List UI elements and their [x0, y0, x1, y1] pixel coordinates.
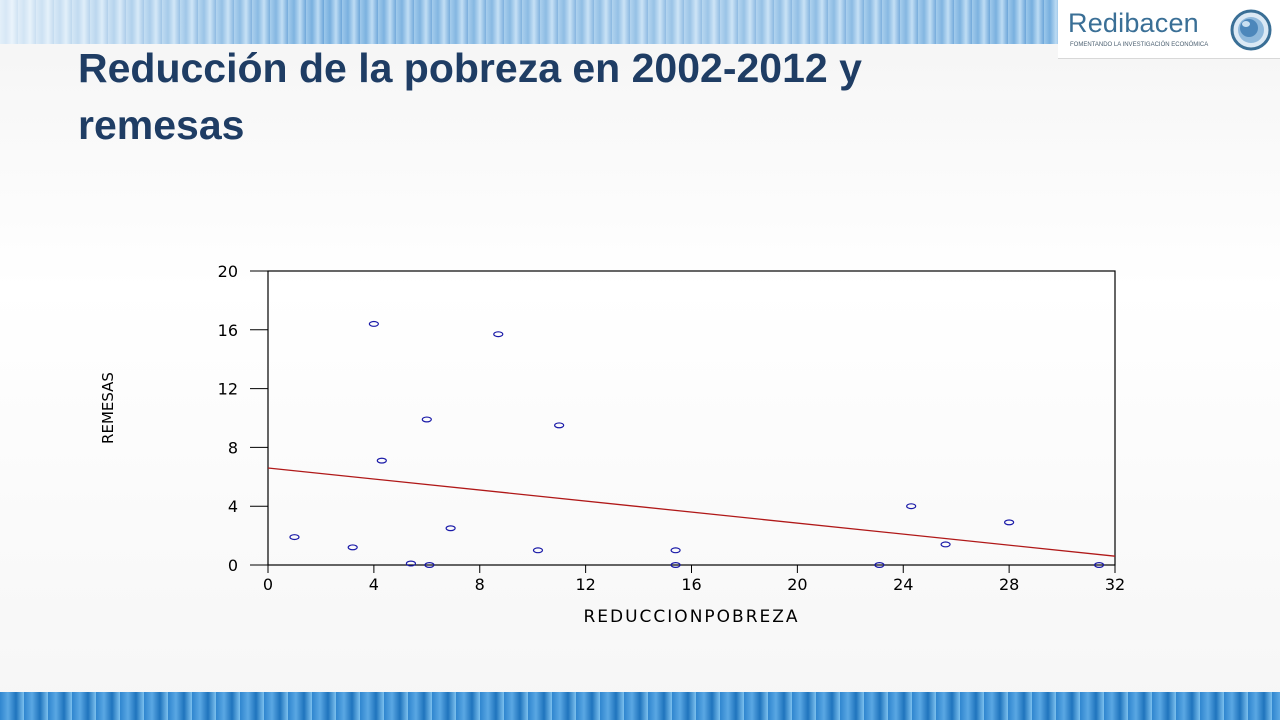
data-point: [670, 561, 681, 568]
y-tick-label: 12: [218, 380, 238, 399]
x-tick-label: 28: [999, 575, 1019, 594]
data-point: [1004, 519, 1015, 526]
y-axis-label: REMESAS: [99, 372, 117, 444]
y-tick-label: 20: [218, 262, 238, 281]
logo-wordmark: Redibacen: [1068, 8, 1199, 38]
data-point: [874, 561, 885, 568]
plot-frame: [267, 270, 1116, 566]
y-tick-label: 0: [228, 556, 238, 575]
logo-tagline: FOMENTANDO LA INVESTIGACIÓN ECONÓMICA: [1070, 42, 1209, 48]
x-tick-label: 12: [575, 575, 595, 594]
points-layer: [289, 320, 1105, 568]
regression-layer: [267, 467, 1116, 557]
data-point: [289, 534, 300, 541]
data-point: [421, 416, 432, 423]
title-line-2: remesas: [78, 102, 245, 148]
x-tick-label: 4: [369, 575, 379, 594]
chart-axes: [267, 270, 1116, 566]
logo: Redibacen FOMENTANDO LA INVESTIGACIÓN EC…: [1058, 0, 1280, 59]
y-tick-label: 4: [228, 497, 238, 516]
bottom-decorative-band: [0, 692, 1280, 720]
x-tick-label: 24: [893, 575, 913, 594]
data-point: [554, 422, 565, 429]
x-tick-label: 32: [1105, 575, 1125, 594]
data-point: [940, 541, 951, 548]
data-point: [368, 320, 379, 327]
data-point: [1094, 561, 1105, 568]
title-line-1: Reducción de la pobreza en 2002-2012 y: [78, 45, 862, 91]
x-axis-label: REDUCCIONPOBREZA: [583, 607, 799, 627]
chart-ticks: 0 4 8 12 16 20 0 4 8 12 16 20 24 28 32: [218, 262, 1126, 594]
data-point: [347, 544, 358, 551]
y-tick-label: 16: [218, 321, 238, 340]
y-tick-label: 8: [228, 438, 238, 457]
page-title: Reducción de la pobreza en 2002-2012 y r…: [78, 40, 1078, 154]
data-point: [493, 331, 504, 338]
data-point: [670, 547, 681, 554]
data-point: [376, 457, 387, 464]
data-point: [532, 547, 544, 554]
globe-icon: [1230, 9, 1272, 51]
data-point: [424, 561, 435, 568]
data-point: [405, 560, 417, 567]
regression-line: [267, 467, 1116, 557]
x-tick-label: 0: [263, 575, 273, 594]
x-tick-label: 8: [475, 575, 485, 594]
x-tick-label: 20: [787, 575, 807, 594]
x-tick-label: 16: [681, 575, 701, 594]
data-point: [906, 503, 917, 510]
data-point: [445, 525, 456, 532]
